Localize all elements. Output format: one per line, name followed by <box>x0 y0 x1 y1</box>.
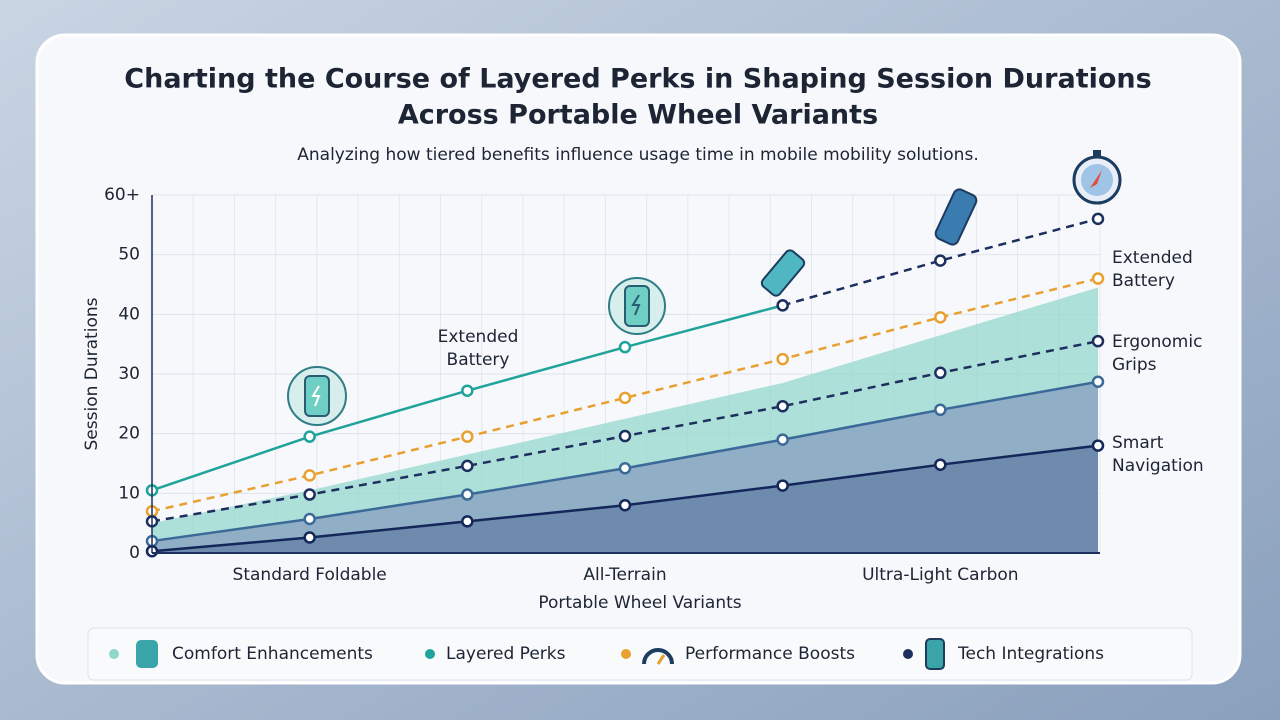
y-tick-label: 60+ <box>104 185 140 205</box>
annotation: Grips <box>1112 355 1157 375</box>
point <box>934 458 947 471</box>
legend-marker <box>621 649 631 659</box>
legend-marker <box>903 649 913 659</box>
point <box>303 531 316 544</box>
legend-items: Comfort Enhancements Layered Perks Perform… <box>109 644 1104 664</box>
annotation: Battery <box>1112 271 1175 291</box>
point <box>1091 272 1105 285</box>
legend <box>87 627 1193 681</box>
plot-area: 0 10 20 30 40 50 60+ Standard Foldable All-Terra… <box>104 185 1204 585</box>
battery-icon <box>287 366 347 426</box>
point <box>934 403 947 417</box>
annotation: Extended <box>438 327 519 347</box>
point <box>303 488 316 501</box>
point <box>461 488 474 501</box>
point <box>1091 212 1105 226</box>
point <box>618 340 632 354</box>
legend-label: Performance Boosts <box>685 644 855 664</box>
point <box>934 311 947 324</box>
y-tick-label: 30 <box>118 364 140 384</box>
point <box>303 430 316 443</box>
seat-icon <box>136 640 158 668</box>
x-tick-label: Ultra-Light Carbon <box>862 565 1018 585</box>
chart-subtitle: Analyzing how tiered benefits influence … <box>297 145 978 165</box>
x-tick-label: Standard Foldable <box>233 565 387 585</box>
chart-title: Charting the Course of Layered Perks in … <box>124 64 1151 95</box>
point <box>1091 439 1105 452</box>
point <box>303 469 316 482</box>
point <box>776 399 789 413</box>
point <box>776 479 789 492</box>
chart-title: Across Portable Wheel Variants <box>398 100 878 131</box>
y-axis-label: Session Durations <box>82 297 102 450</box>
phone-icon <box>925 638 945 670</box>
legend-label: Layered Perks <box>446 644 566 664</box>
annotation: Ergonomic <box>1112 332 1202 352</box>
battery-icon <box>760 249 806 297</box>
annotation: Navigation <box>1112 456 1204 476</box>
point <box>1091 375 1105 389</box>
legend-label: Comfort Enhancements <box>172 644 373 664</box>
point <box>776 433 789 446</box>
compass-icon <box>1072 150 1122 205</box>
battery-icon <box>608 277 666 335</box>
point <box>461 459 474 473</box>
y-tick-label: 50 <box>118 245 140 265</box>
point <box>776 352 789 366</box>
y-tick-label: 0 <box>129 543 140 563</box>
point <box>303 512 316 526</box>
point <box>461 384 474 397</box>
legend-label: Tech Integrations <box>957 644 1104 664</box>
gauge-icon <box>642 648 674 665</box>
annotation: Battery <box>447 350 510 370</box>
point <box>461 430 474 443</box>
legend-marker <box>425 649 435 659</box>
point <box>934 366 947 380</box>
point <box>618 499 632 512</box>
x-axis-label: Portable Wheel Variants <box>538 593 741 613</box>
y-tick-label: 40 <box>118 304 140 324</box>
point <box>1091 334 1105 348</box>
y-tick-label: 10 <box>118 483 140 503</box>
area <box>152 445 1098 553</box>
point <box>934 254 947 267</box>
x-tick-label: All-Terrain <box>583 565 666 585</box>
series-line <box>782 217 1099 307</box>
legend-marker <box>109 649 119 659</box>
y-tick-label: 20 <box>118 424 140 444</box>
point <box>461 515 474 528</box>
annotation: Extended <box>1112 248 1193 268</box>
battery-icon <box>934 188 978 246</box>
point <box>618 462 632 475</box>
annotation: Smart <box>1112 433 1164 453</box>
point <box>618 391 632 405</box>
point <box>618 429 632 443</box>
point <box>776 299 789 312</box>
